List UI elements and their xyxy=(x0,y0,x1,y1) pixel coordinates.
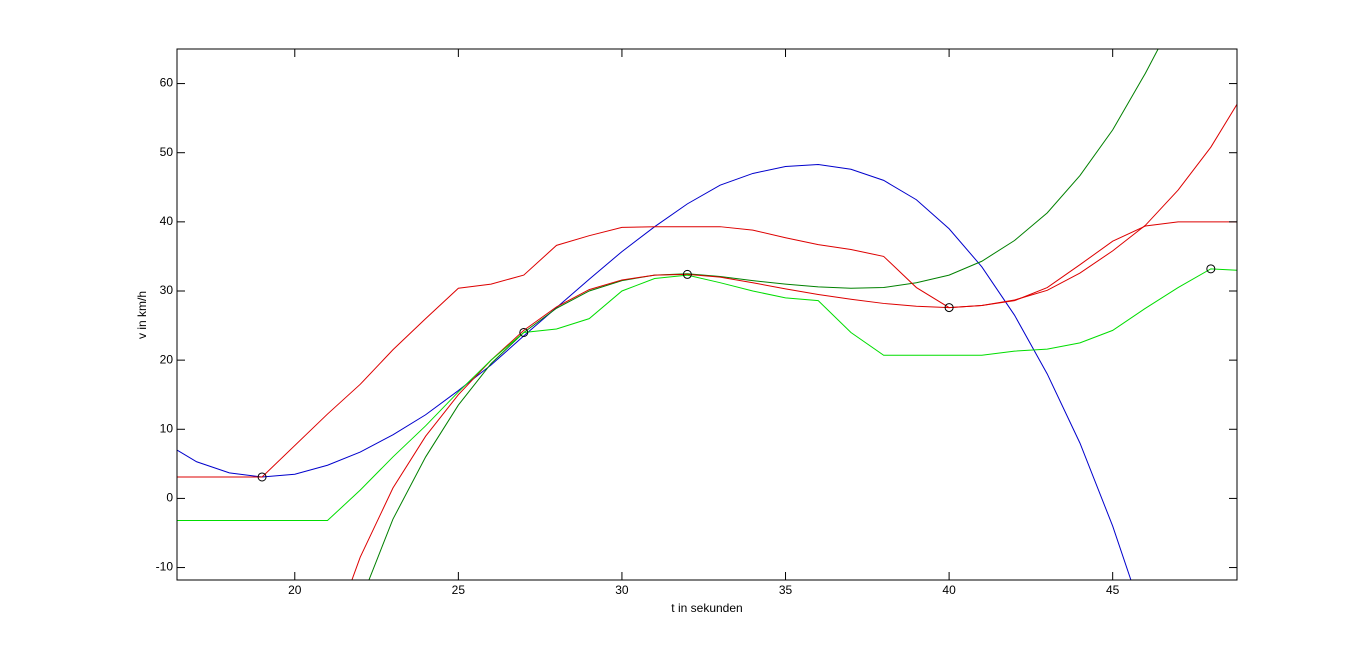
y-tick-label: 10 xyxy=(160,421,174,435)
x-tick-label: 30 xyxy=(615,583,629,597)
y-tick-label: 30 xyxy=(160,283,174,297)
y-tick-label: -10 xyxy=(156,560,174,574)
y-axis-label: v in km/h xyxy=(135,291,149,339)
x-tick-label: 25 xyxy=(452,583,466,597)
x-tick-label: 20 xyxy=(288,583,302,597)
axes-box xyxy=(176,48,1238,581)
data-point xyxy=(257,472,267,482)
x-tick-label: 45 xyxy=(1106,583,1120,597)
plot-series xyxy=(177,49,1237,580)
data-point xyxy=(519,327,529,337)
series-line xyxy=(177,268,1237,522)
y-tick-label: 60 xyxy=(160,76,174,90)
y-tick-label: 50 xyxy=(160,145,174,159)
series-line xyxy=(368,49,1159,580)
x-tick-label: 35 xyxy=(779,583,793,597)
y-tick-label: 0 xyxy=(166,491,173,505)
data-point xyxy=(944,303,954,313)
data-point xyxy=(682,269,692,279)
plot-area xyxy=(177,49,1237,580)
y-tick-label: 20 xyxy=(160,352,174,366)
x-tick-label: 40 xyxy=(942,583,956,597)
y-tick-label: 40 xyxy=(160,214,174,228)
data-point xyxy=(1206,264,1216,274)
x-axis-label: t in sekunden xyxy=(671,601,742,615)
series-line xyxy=(351,104,1237,580)
series-line xyxy=(177,221,1237,478)
